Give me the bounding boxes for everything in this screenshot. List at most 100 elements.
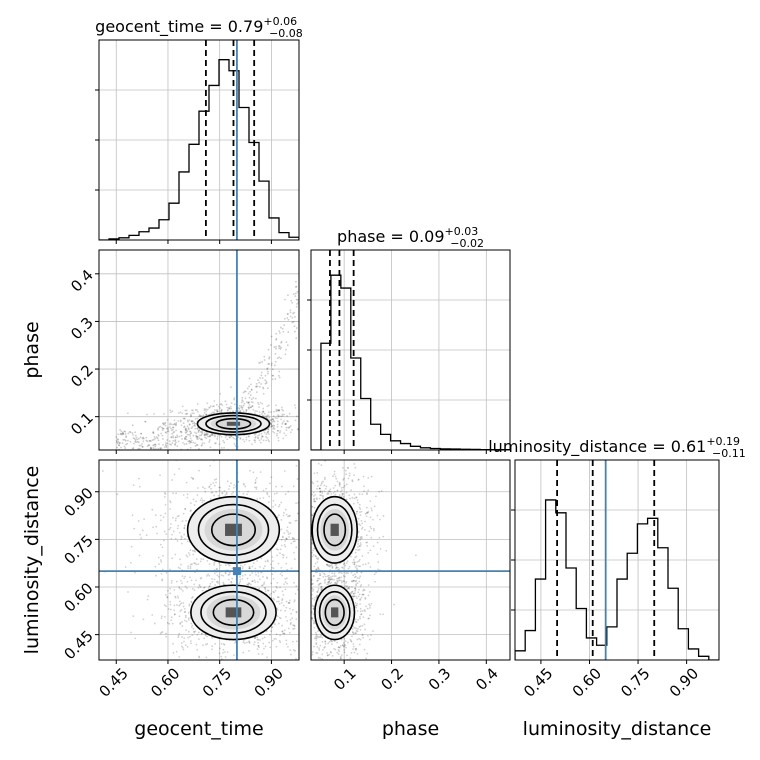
sample-point — [248, 649, 250, 652]
sample-point — [150, 447, 153, 450]
sample-point — [290, 517, 292, 519]
sample-point — [261, 653, 264, 655]
truth-marker — [232, 567, 241, 576]
sample-point — [328, 687, 330, 689]
sample-point — [278, 376, 281, 379]
sample-point — [198, 469, 200, 472]
sample-point — [211, 636, 213, 639]
sample-point — [258, 646, 260, 648]
sample-point — [198, 415, 200, 418]
sample-point — [335, 563, 338, 566]
sample-point — [222, 651, 224, 654]
contour-line — [210, 513, 257, 547]
sample-point — [176, 434, 179, 437]
sample-point — [316, 590, 319, 593]
sample-point — [359, 514, 362, 517]
sample-point — [214, 584, 217, 586]
sample-point — [354, 602, 357, 604]
sample-point — [216, 435, 219, 438]
sample-point — [134, 431, 137, 434]
sample-point — [280, 538, 283, 541]
sample-point — [284, 353, 287, 356]
sample-point — [174, 519, 177, 522]
sample-point — [276, 425, 279, 428]
sample-point — [367, 584, 370, 587]
sample-point — [359, 598, 362, 600]
sample-point — [294, 406, 297, 409]
sample-point — [215, 442, 217, 445]
sample-point — [347, 477, 350, 480]
sample-point — [133, 442, 135, 445]
sample-point — [132, 615, 135, 618]
sample-point — [163, 446, 166, 448]
sample-point — [285, 341, 288, 344]
sample-point — [205, 432, 208, 435]
sample-point — [290, 621, 292, 624]
sample-point — [280, 425, 283, 428]
sample-point — [234, 445, 237, 447]
sample-point — [348, 587, 351, 590]
sample-point — [362, 636, 365, 639]
sample-point — [346, 560, 349, 563]
sample-point — [141, 437, 144, 440]
sample-point — [307, 619, 309, 621]
sample-point — [343, 637, 346, 640]
sample-point — [300, 577, 302, 579]
sample-point — [312, 495, 315, 497]
sample-point — [177, 412, 180, 414]
sample-point — [210, 451, 212, 453]
sample-point — [170, 581, 173, 584]
sample-point — [230, 492, 233, 495]
sample-point — [269, 563, 272, 566]
scatter-panel-phase-vs-luminosity_distance — [290, 459, 511, 689]
sample-point — [334, 475, 337, 478]
sample-point — [205, 437, 208, 440]
sample-point — [360, 613, 362, 616]
sample-point — [346, 654, 348, 657]
sample-point — [286, 317, 289, 319]
sample-point — [263, 587, 266, 589]
sample-point — [340, 665, 342, 667]
sample-point — [122, 438, 125, 441]
sample-point — [169, 409, 172, 412]
sample-point — [199, 415, 202, 417]
sample-point — [190, 432, 193, 434]
sample-point — [258, 578, 261, 581]
sample-point — [181, 590, 184, 592]
sample-point — [378, 490, 381, 493]
sample-point — [292, 628, 295, 630]
sample-point — [176, 436, 179, 438]
sample-point — [152, 431, 155, 433]
sample-point — [279, 586, 281, 589]
sample-point — [313, 497, 316, 500]
sample-point — [304, 505, 306, 507]
sample-point — [282, 556, 285, 559]
sample-point — [140, 537, 143, 540]
sample-point — [262, 393, 265, 395]
sample-point — [316, 635, 319, 637]
sample-point — [304, 517, 306, 519]
sample-point — [357, 628, 359, 630]
sample-point — [115, 441, 118, 444]
sample-point — [324, 487, 327, 490]
sample-point — [187, 440, 190, 443]
sample-point — [382, 613, 385, 616]
sample-point — [273, 598, 276, 601]
sample-point — [355, 632, 358, 635]
sample-point — [345, 498, 348, 501]
sample-point — [280, 415, 283, 418]
sample-point — [294, 292, 297, 295]
sample-point — [184, 666, 186, 668]
sample-point — [264, 415, 267, 418]
sample-point — [239, 410, 242, 413]
sample-point — [299, 541, 301, 543]
sample-point — [278, 370, 281, 373]
histogram-phase — [311, 274, 510, 450]
sample-point — [351, 479, 354, 482]
sample-point — [265, 630, 268, 633]
sample-point — [370, 507, 373, 510]
sample-point — [182, 422, 185, 425]
sample-point — [162, 423, 165, 426]
sample-point — [205, 413, 208, 416]
contour-line — [196, 412, 271, 436]
